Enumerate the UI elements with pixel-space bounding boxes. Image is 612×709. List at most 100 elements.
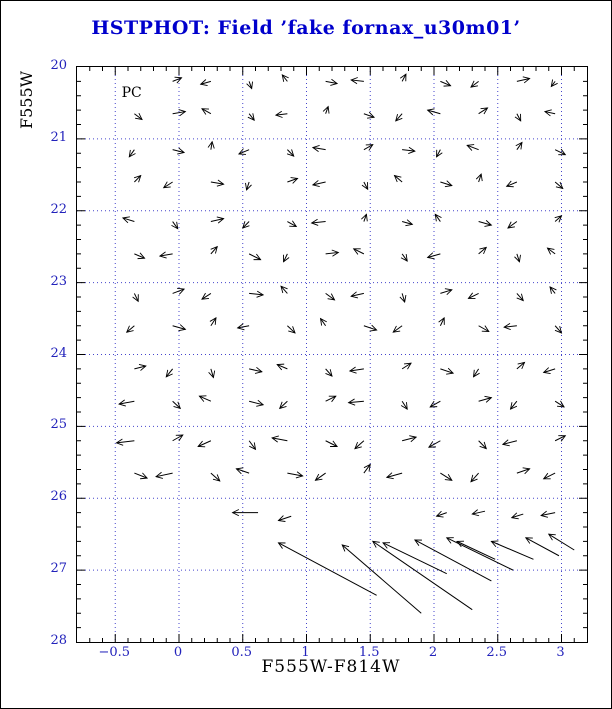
vector-arrow (440, 80, 452, 87)
vector-arrow (134, 364, 147, 371)
vector-arrow (440, 367, 455, 375)
vector-arrow (237, 148, 250, 155)
vector-arrow (546, 247, 556, 255)
x-tick-label: 2 (428, 645, 438, 660)
vector-arrow (510, 512, 524, 520)
vector-arrow (249, 290, 265, 298)
vector-arrow (248, 253, 262, 261)
vector-arrow (540, 510, 556, 518)
vector-arrow (121, 216, 135, 224)
vector-arrow (478, 395, 493, 403)
vector-arrow (287, 325, 296, 334)
vector-arrow (314, 472, 326, 481)
vector-arrow (371, 540, 473, 611)
vector-arrow (249, 366, 263, 374)
vector-arrow (547, 533, 575, 551)
vector-arrow (395, 113, 403, 122)
vector-arrow (311, 145, 326, 153)
vector-arrow (478, 440, 487, 450)
vector-arrow (426, 252, 441, 260)
vector-arrow (209, 316, 217, 327)
vector-arrow (401, 362, 412, 370)
x-tick-label: 2.5 (486, 645, 508, 660)
vector-arrow (516, 293, 524, 302)
vector-arrow (445, 537, 514, 571)
vector-arrow (134, 252, 146, 260)
vector-arrow (429, 400, 441, 408)
vector-arrow (132, 293, 139, 303)
vector-arrow (354, 440, 365, 450)
vector-arrow (392, 325, 403, 333)
vector-arrow (490, 540, 534, 560)
vector-arrow (249, 399, 265, 407)
vector-arrow (549, 286, 557, 294)
vector-arrow (165, 368, 174, 378)
vector-arrow (554, 215, 563, 223)
x-tick-label: 3 (556, 645, 565, 660)
vector-arrow (319, 317, 327, 327)
vector-arrow (171, 221, 179, 230)
y-tick-label: 28 (50, 633, 67, 648)
vector-arrow (456, 540, 496, 560)
vector-arrow (134, 472, 149, 480)
vector-arrow (350, 291, 364, 299)
vector-arrow (271, 435, 288, 443)
vector-arrow (347, 398, 364, 406)
vector-arrow (236, 323, 250, 331)
vector-arrow (542, 472, 556, 480)
vector-arrow (436, 149, 443, 158)
plot-area: PC (76, 66, 588, 643)
vector-arrow (503, 322, 517, 331)
vector-arrow (172, 400, 182, 410)
vector-arrow (281, 74, 289, 82)
plot-title: HSTPHOT: Field ’fake fornax_u30m01’ (91, 17, 521, 39)
vector-arrow (210, 472, 221, 482)
vector-arrow (155, 471, 173, 479)
vector-arrow (198, 395, 212, 402)
vector-arrow (278, 400, 288, 410)
vector-arrow (554, 181, 564, 190)
vector-arrow (162, 181, 173, 189)
vector-arrow (402, 435, 418, 443)
vector-arrow (554, 435, 567, 442)
y-tick-label: 24 (50, 345, 67, 361)
vector-arrow (514, 253, 521, 263)
x-tick-label: 1 (301, 645, 310, 660)
vector-arrow (277, 515, 292, 522)
vector-arrow (277, 542, 377, 596)
vector-arrow (235, 467, 250, 475)
vector-arrow (283, 253, 290, 263)
vector-arrow (440, 288, 453, 296)
vector-arrow (118, 399, 135, 407)
vector-arrow (478, 246, 488, 255)
vector-arrow (472, 368, 480, 378)
vector-arrow (470, 472, 479, 483)
vector-arrow (470, 80, 479, 88)
vector-arrow (201, 108, 212, 115)
vector-arrow (280, 285, 288, 294)
vector-arrow (134, 112, 143, 121)
quiver-plot-canvas: PC (77, 67, 587, 642)
vector-arrow (352, 248, 365, 255)
vector-arrow (505, 180, 518, 188)
vector-arrow (287, 471, 304, 479)
vector-arrow (158, 251, 173, 259)
vector-arrow (478, 220, 493, 227)
y-tick-label: 22 (50, 201, 67, 217)
y-tick-label: 25 (50, 417, 67, 433)
vector-arrow (242, 221, 250, 229)
y-tick-label: 23 (50, 273, 67, 289)
vector-arrow (197, 440, 212, 448)
y-tick-label: 27 (50, 561, 67, 577)
vector-arrow (382, 542, 447, 575)
vector-arrow (325, 293, 336, 301)
vector-arrow (542, 367, 556, 375)
vector-arrow (515, 141, 523, 150)
vector-arrow (172, 147, 186, 155)
vector-arrow (246, 81, 253, 90)
vector-arrow (554, 148, 567, 156)
vector-arrow (210, 179, 225, 187)
vector-arrow (507, 221, 518, 229)
vector-arrow (438, 316, 445, 326)
vector-arrow (363, 324, 378, 332)
